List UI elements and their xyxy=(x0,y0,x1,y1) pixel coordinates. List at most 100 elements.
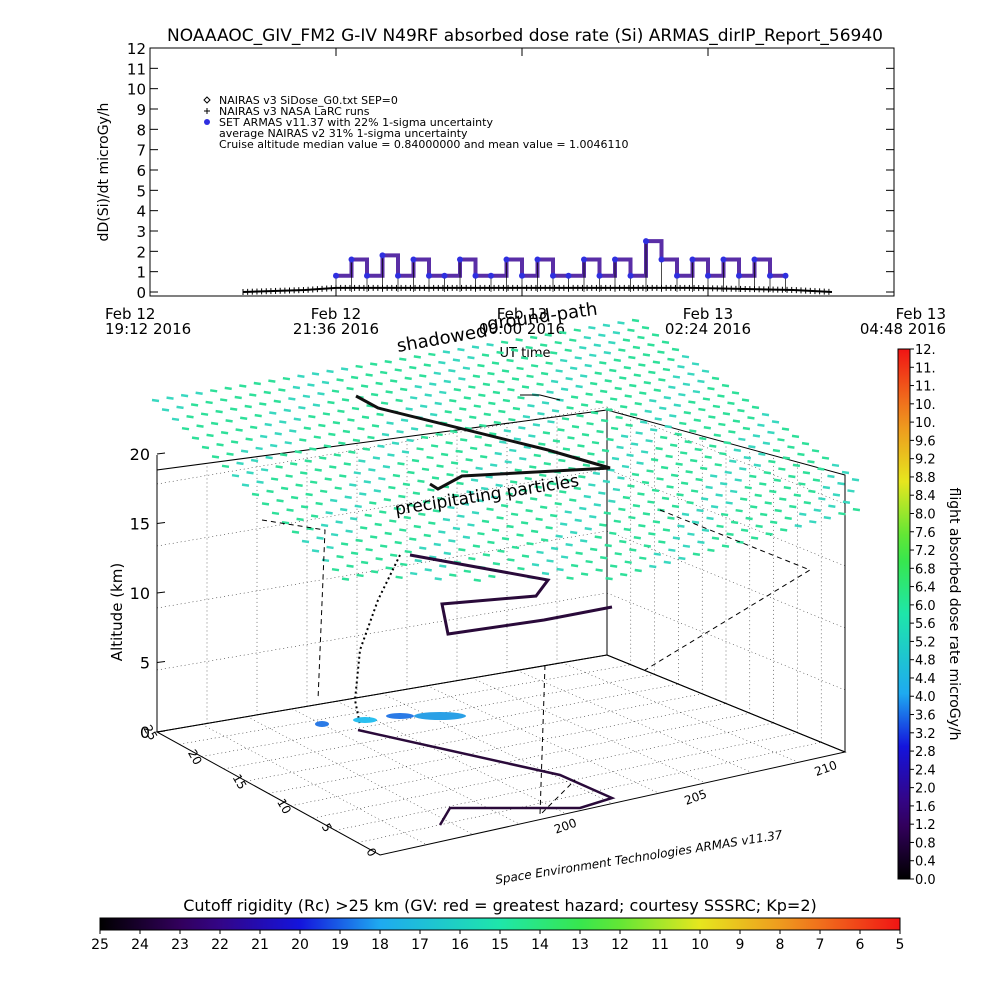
rigidity-dash xyxy=(507,387,515,392)
track-high-segment xyxy=(355,394,611,491)
rigidity-dash xyxy=(409,365,417,370)
rigidity-dash xyxy=(696,508,704,513)
rigidity-dash xyxy=(230,440,239,444)
rigidity-dash xyxy=(671,504,680,509)
rigidity-dash xyxy=(660,435,668,440)
rigidity-dash xyxy=(370,362,378,366)
altitude-tick-mark xyxy=(156,452,166,455)
rigidity-dash xyxy=(460,438,468,442)
rigidity-dash xyxy=(321,558,330,563)
rigidity-dash xyxy=(674,432,682,437)
rigidity-dash xyxy=(807,459,815,464)
rigidity-dash xyxy=(300,505,309,509)
rigidity-dash xyxy=(780,528,788,532)
rigidity-dash xyxy=(399,357,407,362)
dose-colorbar-tick-label: 9.2 xyxy=(915,453,936,468)
rigidity-dash xyxy=(490,495,499,499)
rigidity-dash xyxy=(652,520,661,524)
rigidity-dash xyxy=(422,500,431,504)
rigidity-dash xyxy=(476,498,484,503)
rigidity-dash xyxy=(684,440,692,444)
rigidity-dash xyxy=(556,567,564,572)
rigidity-dash xyxy=(765,532,773,536)
rigidity-dash xyxy=(812,478,821,482)
dose-colorbar-tick-label: 5.6 xyxy=(915,617,936,632)
rigidity-dash xyxy=(640,420,648,424)
rigidity-dash xyxy=(246,471,254,475)
rigidity-dash xyxy=(770,520,778,524)
rigidity-dash xyxy=(342,429,351,434)
rigidity-dash xyxy=(823,516,831,520)
p3-grid-line xyxy=(336,700,567,815)
cutoff-colorbar-tick-label: 5 xyxy=(896,937,905,953)
rigidity-dash xyxy=(470,478,479,482)
rigidity-dash xyxy=(822,485,831,490)
rigidity-dash xyxy=(659,406,667,411)
rigidity-dash xyxy=(435,432,443,437)
rigidity-dash xyxy=(423,533,431,538)
cutoff-colorbar-tick-label: 15 xyxy=(491,937,509,953)
rigidity-dash xyxy=(331,567,340,572)
rigidity-dash xyxy=(639,556,647,560)
rigidity-dash xyxy=(491,361,500,365)
rigidity-dash xyxy=(542,431,551,435)
cutoff-colorbar-tick-label: 12 xyxy=(611,937,629,953)
rigidity-dash xyxy=(334,486,342,490)
rigidity-dash xyxy=(582,463,591,468)
rigidity-dash xyxy=(661,340,670,344)
rigidity-dash xyxy=(295,483,303,488)
rigidity-dash xyxy=(398,494,406,499)
rigidity-dash xyxy=(356,573,364,578)
ts-y-tick-label: 2 xyxy=(136,243,146,261)
rigidity-dash xyxy=(374,522,382,527)
rigidity-dash xyxy=(396,429,404,434)
p3-grid-line xyxy=(606,530,846,629)
armas-point xyxy=(426,272,432,279)
rigidity-dash xyxy=(280,486,289,491)
rigidity-dash xyxy=(813,508,821,512)
rigidity-dash xyxy=(468,385,476,389)
rigidity-dash xyxy=(740,528,749,532)
rigidity-dash xyxy=(343,462,351,466)
rigidity-dash xyxy=(399,528,407,532)
p3-grid-line xyxy=(201,724,427,845)
rigidity-dash xyxy=(631,472,640,477)
rigidity-dash xyxy=(758,452,766,456)
rigidity-dash xyxy=(367,435,375,440)
rigidity-dash xyxy=(755,524,763,528)
cutoff-colorbar-tick-label: 10 xyxy=(691,937,709,953)
rigidity-dash xyxy=(411,458,420,463)
rigidity-dash xyxy=(560,358,568,363)
rigidity-dash xyxy=(699,436,707,441)
rigidity-dash xyxy=(259,402,267,406)
rigidity-dash xyxy=(400,387,408,392)
rigidity-dash xyxy=(313,435,321,439)
rigidity-dash xyxy=(608,340,616,345)
rigidity-dash xyxy=(337,409,345,413)
rigidity-dash xyxy=(311,372,320,376)
rigidity-dash xyxy=(412,491,421,495)
rigidity-dash xyxy=(378,477,386,481)
rigidity-dash xyxy=(620,434,629,439)
rigidity-dash xyxy=(809,520,817,524)
rigidity-dash xyxy=(288,397,296,401)
armas-point xyxy=(395,272,401,279)
rigidity-dash xyxy=(748,445,756,449)
ground-dose-blob xyxy=(315,721,329,727)
rigidity-dash xyxy=(239,384,247,388)
p3-grid-line xyxy=(246,716,474,835)
rigidity-dash xyxy=(700,466,708,471)
p3-grid-line xyxy=(561,662,799,763)
rigidity-dash xyxy=(331,389,340,393)
rigidity-dash xyxy=(610,397,618,401)
rigidity-dash xyxy=(310,514,319,518)
dose-colorbar-tick-label: 5.2 xyxy=(915,635,936,650)
rigidity-dash xyxy=(436,464,444,468)
rigidity-dash xyxy=(439,390,447,395)
rigidity-dash xyxy=(433,371,441,376)
rigidity-dash xyxy=(510,480,518,484)
rigidity-dash xyxy=(601,448,610,453)
armas-point xyxy=(457,256,463,263)
